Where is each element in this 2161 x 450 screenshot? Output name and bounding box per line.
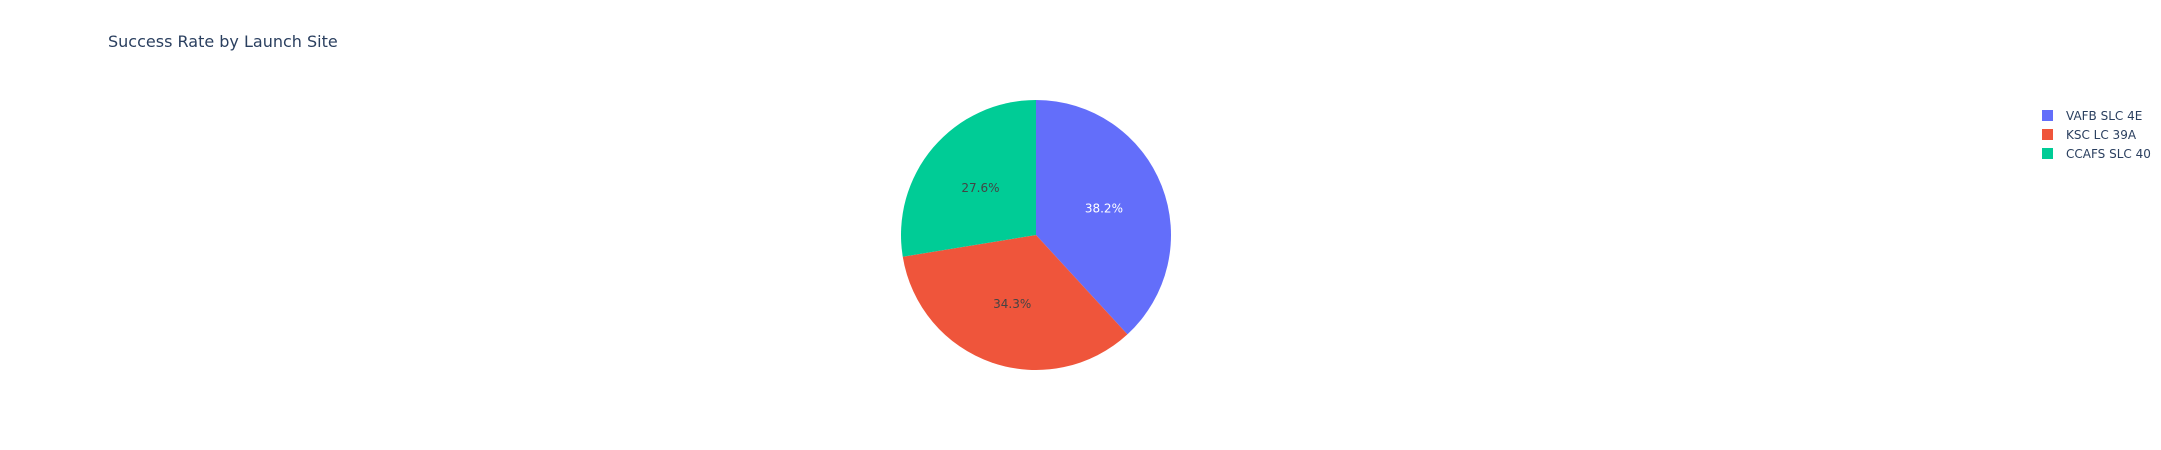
slice-label-vafb-slc-4e: 38.2%: [1085, 202, 1123, 216]
pie-slice-vafb-slc-4e[interactable]: [1036, 100, 1171, 335]
legend-item-ccafs-slc-40[interactable]: CCAFS SLC 40: [2042, 144, 2151, 163]
slice-label-ccafs-slc-40: 27.6%: [961, 181, 999, 195]
pie-slices: [901, 100, 1171, 370]
pie-slice-ksc-lc-39a[interactable]: [902, 235, 1128, 370]
chart-title: Success Rate by Launch Site: [108, 32, 338, 51]
pie-slice-ccafs-slc-40[interactable]: [901, 100, 1036, 257]
legend-label: KSC LC 39A: [2066, 127, 2137, 142]
legend: VAFB SLC 4E KSC LC 39A CCAFS SLC 40: [2042, 106, 2151, 163]
slice-label-ksc-lc-39a: 34.3%: [993, 297, 1031, 311]
legend-label: CCAFS SLC 40: [2066, 146, 2151, 161]
legend-swatch: [2042, 148, 2053, 159]
legend-label: VAFB SLC 4E: [2066, 108, 2143, 123]
legend-swatch: [2042, 129, 2053, 140]
legend-swatch: [2042, 110, 2053, 121]
legend-item-vafb-slc-4e[interactable]: VAFB SLC 4E: [2042, 106, 2151, 125]
pie-slice-labels: 38.2% 34.3% 27.6%: [961, 181, 1123, 311]
legend-item-ksc-lc-39a[interactable]: KSC LC 39A: [2042, 125, 2151, 144]
